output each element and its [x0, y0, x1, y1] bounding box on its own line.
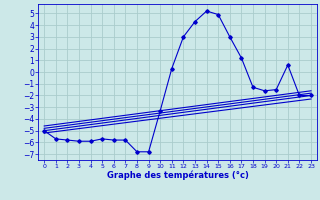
X-axis label: Graphe des températures (°c): Graphe des températures (°c) [107, 171, 249, 180]
